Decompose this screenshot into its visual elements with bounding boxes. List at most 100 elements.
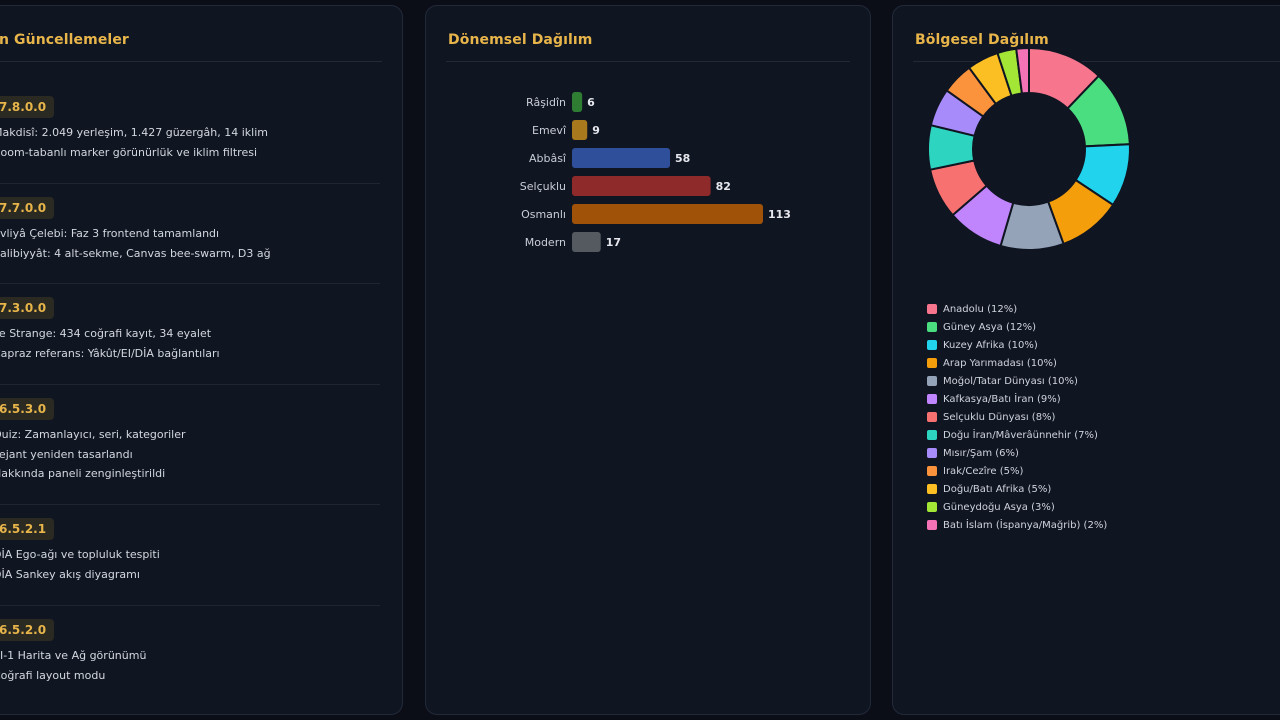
bar-value-label: 58: [675, 152, 690, 165]
legend-item: Selçuklu Dünyası (8%): [927, 408, 1107, 426]
bar-category-label: Emevî: [532, 124, 567, 137]
legend-swatch: [927, 412, 937, 422]
legend-item: Doğu/Batı Afrika (5%): [927, 480, 1107, 498]
donut-slice: [1015, 46, 1030, 95]
legend-label: Selçuklu Dünyası (8%): [943, 411, 1056, 423]
update-line: Makdisî: 2.049 yerleşim, 1.427 güzergâh,…: [0, 126, 268, 139]
bar: [572, 92, 583, 112]
update-entry: 6.5.2.1 DİA Ego-ağı ve topluluk tespiti Dİ…: [0, 518, 380, 606]
bar-value-label: 113: [768, 208, 791, 221]
update-line: Le Strange: 434 coğrafi kayıt, 34 eyalet: [0, 327, 212, 340]
legend-label: Kuzey Afrika (10%): [943, 339, 1038, 351]
legend-item: Irak/Cezîre (5%): [927, 462, 1107, 480]
bar-category-label: Abbâsî: [529, 152, 567, 165]
version-badge: 6.5.2.0: [0, 619, 55, 641]
bar-category-label: Osmanlı: [521, 208, 566, 221]
legend-item: Doğu İran/Mâverâünnehir (7%): [927, 426, 1107, 444]
period-panel: Dönemsel Dağılım Râşidîn 6 Emevî 9 Abbâsî 58 S…: [425, 5, 871, 715]
period-header-divider: [446, 61, 850, 62]
legend-item: Batı İslam (İspanya/Mağrib) (2%): [927, 516, 1107, 534]
legend-swatch: [927, 502, 937, 512]
legend-item: Kuzey Afrika (10%): [927, 336, 1107, 354]
legend-swatch: [927, 466, 937, 476]
update-line: Salibiyyât: 4 alt-sekme, Canvas bee-swar…: [0, 246, 271, 260]
update-line: EI-1 Harita ve Ağ görünümü: [0, 649, 147, 662]
update-entry: 6.5.3.0 Quiz: Zamanlayıcı, seri, kategori…: [0, 398, 380, 505]
update-line: Coğrafi layout modu: [0, 668, 106, 682]
bar: [572, 148, 671, 168]
legend-item: Arap Yarımadası (10%): [927, 354, 1107, 372]
bar: [572, 204, 763, 224]
bar-value-label: 17: [606, 236, 621, 249]
updates-panel-title: n Güncellemeler: [0, 32, 129, 48]
update-line: DİA Ego-ağı ve topluluk tespiti: [0, 548, 160, 561]
bar-value-label: 9: [592, 124, 600, 137]
region-donut-chart: [927, 46, 1131, 251]
legend-swatch: [927, 358, 937, 368]
region-header-divider: [913, 61, 1280, 62]
version-badge: 6.5.3.0: [0, 398, 55, 420]
update-entry: 7.3.0.0 Le Strange: 434 coğrafi kayıt, 34…: [0, 297, 380, 385]
legend-swatch: [927, 520, 937, 530]
period-chart-title: Dönemsel Dağılım: [448, 32, 593, 48]
legend-label: Moğol/Tatar Dünyası (10%): [943, 375, 1078, 387]
legend-label: Kafkasya/Batı İran (9%): [943, 393, 1061, 405]
version-badge: 6.5.2.1: [0, 518, 55, 540]
update-line: DİA Sankey akış diyagramı: [0, 567, 140, 581]
legend-label: Güneydoğu Asya (3%): [943, 501, 1055, 513]
legend-label: Mısır/Şam (6%): [943, 447, 1019, 459]
update-separator: [0, 384, 380, 385]
legend-item: Kafkasya/Batı İran (9%): [927, 390, 1107, 408]
update-entry: 7.7.0.0 Evliyâ Çelebi: Faz 3 frontend tam…: [0, 197, 380, 284]
legend-item: Moğol/Tatar Dünyası (10%): [927, 372, 1107, 390]
bar: [572, 176, 711, 196]
period-bar-chart: Râşidîn 6 Emevî 9 Abbâsî 58 Selçuklu 82 Osmanlı 1…: [520, 92, 791, 252]
legend-item: Güneydoğu Asya (3%): [927, 498, 1107, 516]
legend-label: Doğu/Batı Afrika (5%): [943, 483, 1052, 495]
version-badge: 7.8.0.0: [0, 96, 55, 118]
bar-category-label: Selçuklu: [520, 180, 566, 193]
version-badge: 7.3.0.0: [0, 297, 55, 319]
update-line: Çapraz referans: Yâkût/EI/DİA bağlantıla…: [0, 346, 220, 360]
updates-panel: n Güncellemeler 7.8.0.0 Makdisî: 2.049 ye…: [0, 5, 403, 715]
update-separator: [0, 605, 380, 606]
update-separator: [0, 183, 380, 184]
region-chart-title: Bölgesel Dağılım: [915, 32, 1049, 48]
legend-label: Irak/Cezîre (5%): [943, 465, 1024, 477]
update-line: Zoom-tabanlı marker görünürlük ve iklim …: [0, 145, 258, 159]
bar: [572, 232, 601, 252]
legend-item: Anadolu (12%): [927, 300, 1107, 318]
legend-swatch: [927, 448, 937, 458]
updates-header-divider: [0, 61, 382, 62]
legend-label: Doğu İran/Mâverâünnehir (7%): [943, 429, 1098, 441]
legend-swatch: [927, 430, 937, 440]
bar-value-label: 82: [716, 180, 731, 193]
legend-label: Anadolu (12%): [943, 303, 1018, 315]
legend-swatch: [927, 376, 937, 386]
region-legend: Anadolu (12%) Güney Asya (12%) Kuzey Afrik…: [927, 300, 1107, 534]
bar-category-label: Modern: [525, 236, 566, 249]
version-badge: 7.7.0.0: [0, 197, 55, 219]
update-separator: [0, 504, 380, 505]
legend-swatch: [927, 484, 937, 494]
legend-swatch: [927, 322, 937, 332]
legend-label: Güney Asya (12%): [943, 321, 1036, 333]
update-line: Hakkında paneli zenginleştirildi: [0, 467, 166, 480]
update-line: Quiz: Zamanlayıcı, seri, kategoriler: [0, 428, 186, 441]
update-line: Lejant yeniden tasarlandı: [0, 447, 133, 461]
bar-value-label: 6: [587, 96, 595, 109]
legend-swatch: [927, 340, 937, 350]
legend-item: Mısır/Şam (6%): [927, 444, 1107, 462]
legend-swatch: [927, 394, 937, 404]
update-entry: 6.5.2.0 EI-1 Harita ve Ağ görünümü Coğrafi…: [0, 619, 380, 685]
legend-label: Batı İslam (İspanya/Mağrib) (2%): [943, 519, 1108, 531]
legend-swatch: [927, 304, 937, 314]
update-line: Evliyâ Çelebi: Faz 3 frontend tamamlandı: [0, 227, 220, 240]
region-panel: Bölgesel Dağılım Anadolu (12%) Güney Asya…: [892, 5, 1280, 715]
legend-item: Güney Asya (12%): [927, 318, 1107, 336]
update-separator: [0, 283, 380, 284]
legend-label: Arap Yarımadası (10%): [943, 357, 1057, 369]
bar-category-label: Râşidîn: [526, 96, 566, 109]
bar: [572, 120, 588, 140]
update-entry: 7.8.0.0 Makdisî: 2.049 yerleşim, 1.427 gü…: [0, 96, 380, 184]
